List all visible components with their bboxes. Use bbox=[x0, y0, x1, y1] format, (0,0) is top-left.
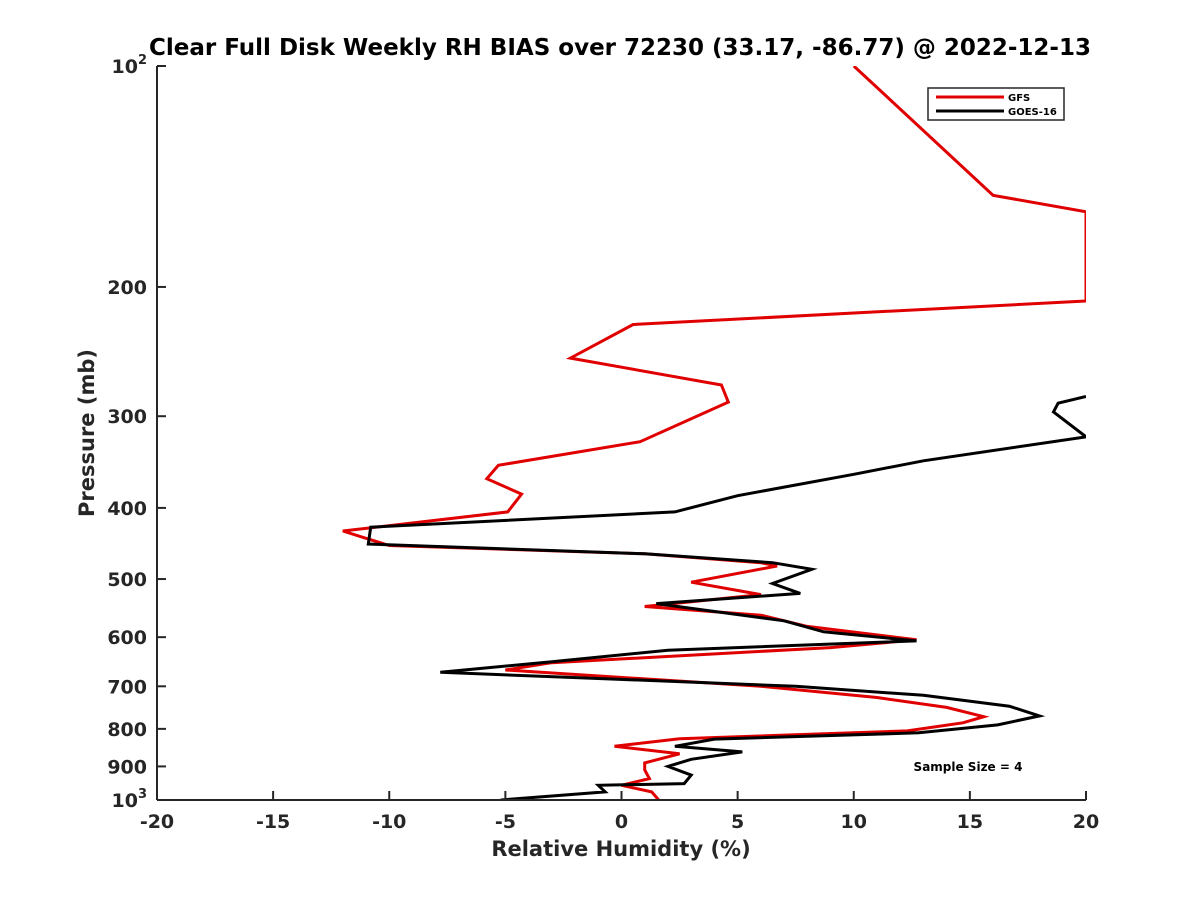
y-axis-label: Pressure (mb) bbox=[75, 349, 99, 517]
chart-title: Clear Full Disk Weekly RH BIAS over 7223… bbox=[149, 35, 1091, 61]
legend: GFS GOES-16 bbox=[927, 87, 1065, 121]
sample-size-annotation: Sample Size = 4 bbox=[914, 760, 1023, 774]
x-tick-label: -5 bbox=[495, 811, 516, 833]
axes-layer: -20 -15 -10 -5 0 5 10 15 20 102 200 300 400 500 600 700… bbox=[107, 53, 1099, 833]
x-axis-label: Relative Humidity (%) bbox=[491, 837, 750, 861]
y-tick-label: 200 bbox=[107, 277, 147, 299]
x-tick-label: -15 bbox=[256, 811, 290, 833]
x-tick-label: 5 bbox=[731, 811, 744, 833]
x-tick-label: 0 bbox=[615, 811, 628, 833]
y-tick-label: 900 bbox=[107, 756, 147, 778]
series-line-gfs bbox=[342, 66, 1086, 800]
series-line-goes16 bbox=[366, 395, 1086, 800]
y-tick-label: 500 bbox=[107, 569, 147, 591]
x-tick-label: -20 bbox=[140, 811, 174, 833]
y-tick-label: 800 bbox=[107, 719, 147, 741]
x-tick-label: 10 bbox=[841, 811, 867, 833]
y-tick-label: 103 bbox=[112, 787, 148, 812]
y-tick-label: 102 bbox=[112, 53, 148, 78]
x-tick-label: 15 bbox=[957, 811, 983, 833]
y-tick-label: 700 bbox=[107, 676, 147, 698]
series-layer bbox=[342, 66, 1086, 800]
y-tick-label: 300 bbox=[107, 406, 147, 428]
legend-label-gfs: GFS bbox=[1008, 93, 1030, 104]
legend-label-goes16: GOES-16 bbox=[1008, 107, 1057, 118]
x-tick-label: 20 bbox=[1073, 811, 1099, 833]
legend-box bbox=[927, 87, 1065, 121]
y-tick-label: 600 bbox=[107, 627, 147, 649]
y-tick-label: 400 bbox=[107, 498, 147, 520]
x-tick-label: -10 bbox=[372, 811, 406, 833]
